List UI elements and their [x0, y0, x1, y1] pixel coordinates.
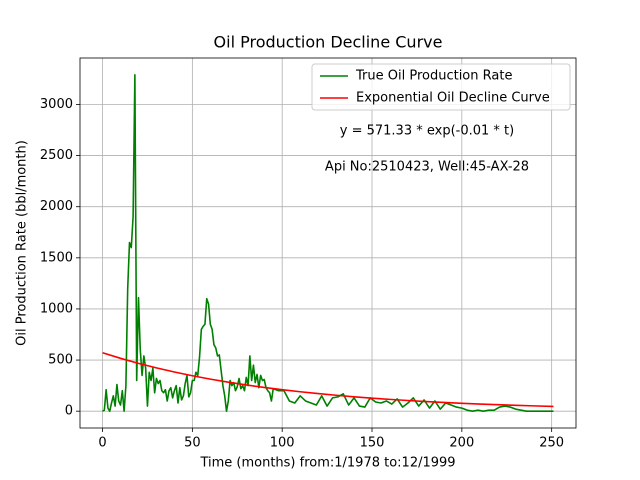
legend-label: Exponential Oil Decline Curve — [356, 91, 550, 106]
x-axis-label: Time (months) from:1/1978 to:12/1999 — [199, 456, 455, 471]
y-tick-label: 500 — [48, 353, 73, 368]
annotation: Api No:2510423, Well:45-AX-28 — [325, 160, 529, 175]
x-tick-label: 50 — [184, 436, 201, 451]
chart-title: Oil Production Decline Curve — [214, 33, 443, 52]
y-tick-label: 1500 — [40, 250, 73, 265]
series-line — [102, 74, 554, 412]
y-tick-label: 3000 — [40, 97, 73, 112]
y-tick-label: 2000 — [40, 199, 73, 214]
x-tick-label: 100 — [270, 436, 295, 451]
legend-box — [311, 63, 571, 111]
x-tick-label: 0 — [98, 436, 106, 451]
y-axis-label: Oil Production Rate (bbl/month) — [15, 140, 30, 346]
x-tick-label: 200 — [449, 436, 474, 451]
y-tick-label: 2500 — [40, 148, 73, 163]
legend-label: True Oil Production Rate — [355, 69, 512, 84]
y-tick-label: 1000 — [40, 301, 73, 316]
x-tick-label: 250 — [539, 436, 564, 451]
x-tick-label: 150 — [360, 436, 385, 451]
series-line — [102, 352, 554, 408]
y-tick-label: 0 — [65, 404, 73, 419]
annotation: y = 571.33 * exp(-0.01 * t) — [340, 124, 514, 139]
plot-frame — [79, 57, 577, 429]
